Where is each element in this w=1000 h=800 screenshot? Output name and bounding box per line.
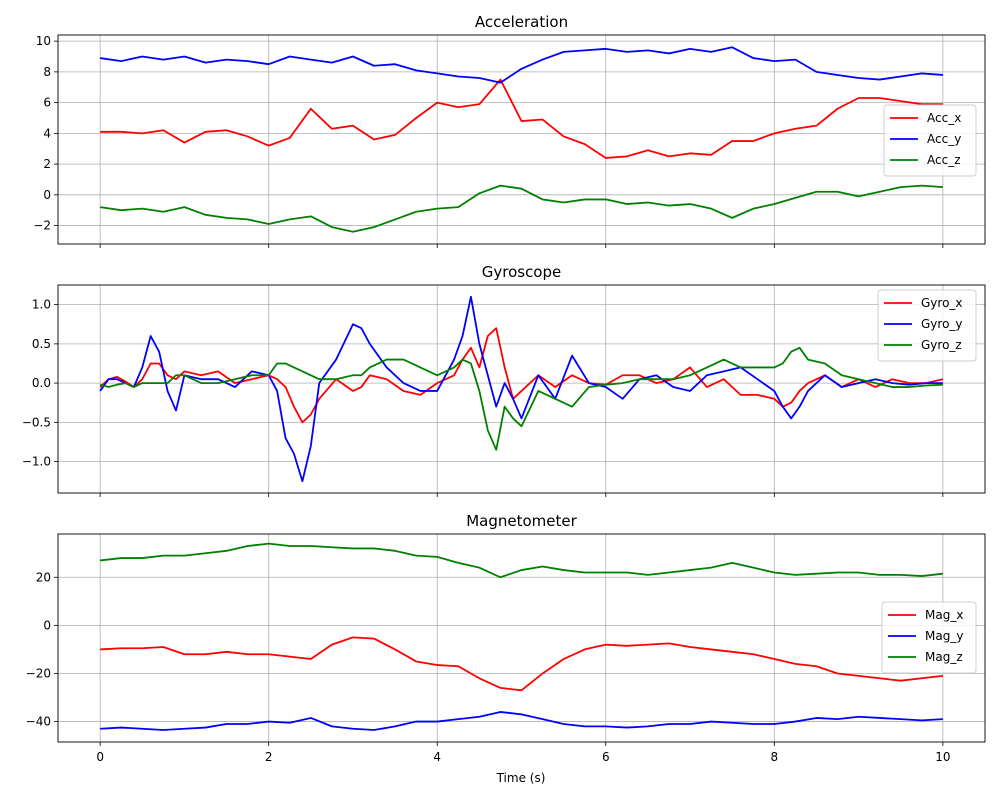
- y-tick-label: 20: [36, 570, 51, 584]
- chart-title: Gyroscope: [482, 263, 562, 281]
- legend: Gyro_x Gyro_y Gyro_z: [877, 289, 977, 362]
- y-tick-label: 0: [43, 188, 51, 202]
- series-line-acc-x: [100, 78, 943, 159]
- legend-label: Gyro_y: [921, 317, 963, 331]
- series-line-mag-y: [100, 711, 943, 731]
- legend-box: [881, 601, 977, 674]
- y-tick-label: 8: [43, 65, 51, 79]
- legend-label: Mag_z: [925, 650, 963, 664]
- series-line-gyro-x: [99, 327, 944, 424]
- axes-frame: [57, 533, 986, 743]
- y-tick-label: −40: [26, 715, 51, 729]
- legend-box: [883, 104, 977, 177]
- chart-panel-2: −1.0−0.50.00.51.0GyroscopeGyro_xGyro_yGy…: [22, 263, 986, 497]
- y-tick-label: 0: [43, 618, 51, 632]
- series-group: [99, 295, 944, 483]
- series-line-acc-y: [100, 46, 943, 84]
- axes-frame: [57, 284, 986, 494]
- axes-frame: [57, 34, 986, 245]
- x-tick-label: 6: [602, 750, 610, 764]
- legend-label: Gyro_x: [921, 296, 963, 310]
- y-tick-label: 10: [36, 34, 51, 48]
- y-tick-label: 2: [43, 157, 51, 171]
- legend-label: Mag_x: [925, 608, 963, 622]
- x-tick-label: 2: [265, 750, 273, 764]
- x-tick-label: 0: [96, 750, 104, 764]
- series-line-gyro-y: [99, 295, 943, 483]
- series-line-acc-z: [100, 184, 943, 233]
- chart-panel-1: −2 0 2 4 6 8 10 Acceleration Acc_x Acc_y Acc_z: [33, 13, 986, 248]
- series-group: [100, 46, 943, 233]
- y-tick-label: −1.0: [22, 455, 51, 469]
- series-group: [100, 542, 943, 731]
- chart-panel-3: 0 2 4 6 8 10−40−20020MagnetometerMag_xMag_yMa…: [26, 512, 986, 764]
- series-line-mag-x: [100, 636, 943, 692]
- chart-title: Magnetometer: [466, 512, 577, 530]
- legend-label: Acc_x: [927, 111, 961, 125]
- x-tick-label: 4: [433, 750, 441, 764]
- series-line-mag-z: [100, 542, 943, 579]
- x-axis-label: Time (s): [496, 771, 546, 785]
- y-tick-label: −20: [26, 666, 51, 680]
- y-tick-label: −2: [33, 219, 51, 233]
- y-tick-label: 6: [43, 96, 51, 110]
- legend: Acc_x Acc_y Acc_z: [883, 104, 977, 177]
- y-tick-label: 4: [43, 126, 51, 140]
- series-line-gyro-z: [99, 346, 943, 451]
- legend-label: Gyro_z: [921, 338, 962, 352]
- y-tick-label: 0.0: [32, 376, 51, 390]
- legend-box: [877, 289, 977, 362]
- y-tick-label: 1.0: [32, 298, 51, 312]
- legend: Mag_x Mag_y Mag_z: [881, 601, 977, 674]
- legend-label: Acc_y: [927, 132, 961, 146]
- x-tick-label: 10: [935, 750, 950, 764]
- legend-label: Acc_z: [927, 153, 961, 167]
- y-tick-label: 0.5: [32, 337, 51, 351]
- chart-title: Acceleration: [475, 13, 568, 31]
- y-tick-label: −0.5: [22, 415, 51, 429]
- x-tick-label: 8: [770, 750, 778, 764]
- legend-label: Mag_y: [925, 629, 963, 643]
